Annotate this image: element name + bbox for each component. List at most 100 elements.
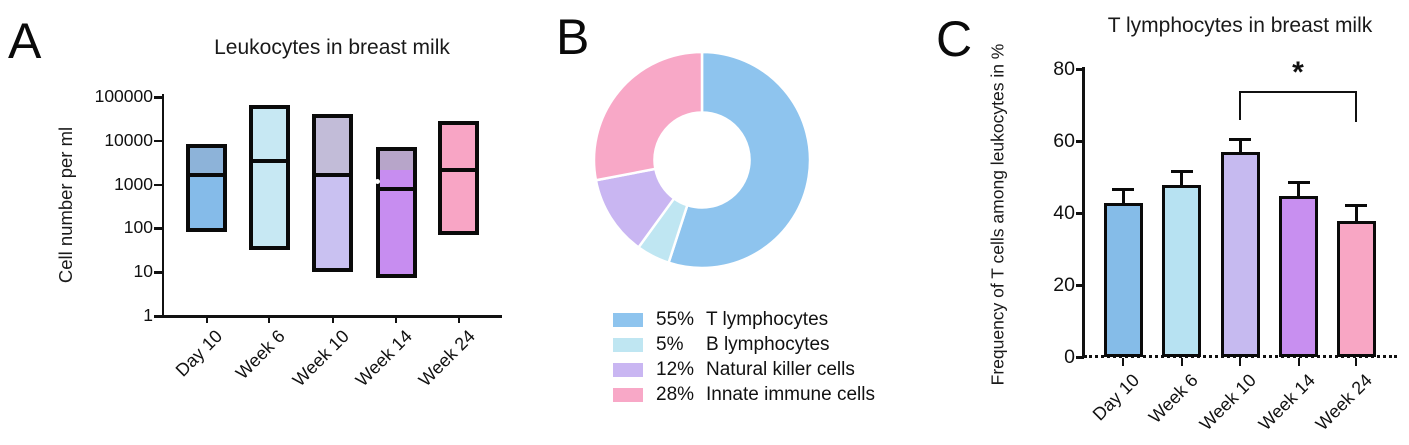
a-xtick-label: Week 6 <box>232 326 290 384</box>
bar-week-14 <box>1279 195 1318 357</box>
box-median-week-24 <box>442 168 475 173</box>
panel-b-letter: B <box>556 9 590 65</box>
c-ytick-label: 40 <box>1053 202 1075 224</box>
box-upper-tint-week-14 <box>379 150 413 171</box>
c-ytick-mark <box>1076 212 1084 215</box>
c-ytick-label: 80 <box>1053 58 1075 80</box>
a-ytick-mark <box>154 227 163 230</box>
a-ytick-label: 10000 <box>104 129 153 150</box>
c-xtick-label: Day 10 <box>1088 370 1144 425</box>
c-xtick-mark <box>1122 358 1124 366</box>
a-ytick-mark <box>154 271 163 274</box>
box-week-6 <box>248 105 290 251</box>
c-xtick-label: Week 24 <box>1311 370 1377 435</box>
box-outlier-dot-week-14 <box>375 179 380 185</box>
box-median-week-6 <box>252 158 286 163</box>
a-xtick-mark <box>395 317 397 323</box>
bar-day-10 <box>1103 202 1143 357</box>
sig-bracket-left <box>1239 91 1241 120</box>
box-median-week-14 <box>379 187 413 192</box>
c-ytick-label: 60 <box>1053 130 1075 152</box>
c-ytick-mark <box>1076 68 1084 71</box>
c-ytick-mark <box>1076 284 1084 287</box>
legend-pct: 5% <box>656 334 684 355</box>
sig-bracket-right <box>1355 91 1357 122</box>
c-xtick-mark <box>1297 358 1300 366</box>
c-xtick-mark <box>1180 358 1183 366</box>
legend-label: B lymphocytes <box>706 334 830 355</box>
c-ytick-label: 0 <box>1064 346 1075 368</box>
legend-swatch-t-lymphocytes <box>613 313 643 327</box>
a-ytick-mark <box>154 315 163 318</box>
bar-week-10 <box>1220 152 1260 357</box>
sig-bracket-top <box>1239 91 1357 93</box>
a-xtick-label: Week 14 <box>351 326 417 391</box>
legend-row-b-lymphocytes: 5% B lymphocytes <box>613 334 830 355</box>
legend-swatch-innate-immune-cells <box>613 388 643 402</box>
legend-swatch-b-lymphocytes <box>613 338 643 352</box>
a-xtick-mark <box>457 317 460 323</box>
a-xtick-label: Week 24 <box>414 326 479 391</box>
legend-swatch-natural-killer-cells <box>613 363 643 377</box>
panel-c-y-axis-label: Frequency of T cells among leukocytes in… <box>987 43 1008 386</box>
c-xtick-label: Week 14 <box>1254 370 1319 435</box>
c-errbar-cap-week-14 <box>1287 181 1310 185</box>
a-xtick-mark <box>268 317 270 323</box>
c-ytick-label: 20 <box>1053 274 1075 296</box>
c-xtick-mark <box>1239 358 1241 366</box>
a-ytick-label: 1000 <box>114 173 153 194</box>
c-errbar-stem-week-24 <box>1354 205 1358 226</box>
c-xtick-mark <box>1355 358 1357 366</box>
a-xtick-mark <box>331 317 334 323</box>
a-ytick-label: 1 <box>143 305 153 325</box>
box-upper-tint-week-10 <box>316 118 349 176</box>
c-ytick-mark <box>1076 356 1084 359</box>
a-ytick-label: 100 <box>123 217 153 238</box>
a-ytick-mark <box>154 96 163 99</box>
panel-a-title: Leukocytes in breast milk <box>214 36 450 59</box>
legend-label: T lymphocytes <box>706 309 829 330</box>
box-upper-tint-day-10 <box>190 148 223 175</box>
donut-chart <box>592 50 812 270</box>
a-xtick-label: Week 10 <box>288 326 353 391</box>
a-xtick-mark <box>205 317 208 323</box>
a-ytick-label: 100000 <box>94 86 153 106</box>
box-week-24 <box>438 121 479 236</box>
bar-week-6 <box>1162 184 1201 357</box>
legend-pct: 28% <box>656 384 695 405</box>
legend-row-t-lymphocytes: 55% T lymphocytes <box>613 309 829 330</box>
legend-row-natural-killer-cells: 12% Natural killer cells <box>613 359 855 380</box>
pie-slice-t-lymphocytes <box>667 50 812 270</box>
legend-label: Natural killer cells <box>706 359 855 380</box>
c-xtick-label: Week 10 <box>1195 370 1261 435</box>
legend-label: Innate immune cells <box>706 384 875 405</box>
c-errbar-cap-week-24 <box>1345 204 1367 208</box>
panel-c-letter: C <box>936 11 973 67</box>
c-errbar-stem-day-10 <box>1121 188 1125 208</box>
c-xtick-label: Week 6 <box>1144 370 1202 428</box>
c-errbar-cap-week-6 <box>1170 169 1193 173</box>
a-ytick-label: 10 <box>133 261 153 282</box>
c-errbar-stem-week-14 <box>1297 182 1300 201</box>
panel-a-x-axis-line <box>161 315 502 318</box>
c-ytick-mark <box>1076 140 1084 143</box>
a-ytick-mark <box>154 139 163 143</box>
panel-a-y-axis-line <box>161 94 164 317</box>
a-xtick-label: Day 10 <box>172 326 227 381</box>
pie-slice-innate-immune-cells <box>592 50 704 182</box>
legend-row-innate-immune-cells: 28% Innate immune cells <box>613 384 875 405</box>
c-errbar-stem-week-10 <box>1238 139 1242 158</box>
box-median-day-10 <box>190 172 223 177</box>
bar-week-24 <box>1336 220 1376 357</box>
legend-pct: 55% <box>656 309 695 330</box>
panel-a-letter: A <box>8 13 42 69</box>
a-ytick-mark <box>154 183 163 187</box>
c-errbar-cap-week-10 <box>1229 138 1251 142</box>
sig-asterisk: * <box>1292 56 1304 89</box>
panel-c-title: T lymphocytes in breast milk <box>1107 14 1373 37</box>
c-errbar-cap-day-10 <box>1112 187 1134 191</box>
legend-pct: 12% <box>656 359 695 380</box>
box-median-week-10 <box>316 173 349 178</box>
c-errbar-stem-week-6 <box>1180 170 1183 190</box>
